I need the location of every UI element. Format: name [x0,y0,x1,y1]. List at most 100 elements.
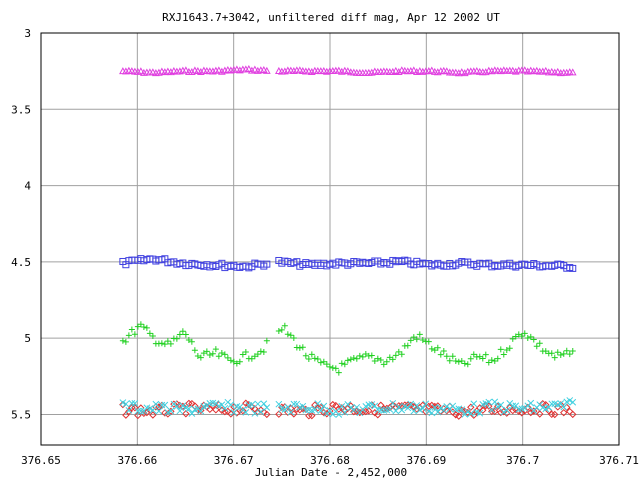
plus-point [314,355,321,362]
y-tick-label: 4 [24,180,31,193]
plus-point [443,353,450,360]
plus-point [530,336,537,343]
plus-point [569,348,576,355]
x-point [470,400,478,408]
diamond-point [479,406,487,414]
plus-point [521,330,528,337]
y-tick-label: 5 [24,332,31,345]
plus-point [440,347,447,354]
square-point [263,260,271,268]
plus-point [416,331,423,338]
x-point [227,401,235,409]
plus-point [359,353,366,360]
x-point [485,398,493,406]
plus-point [149,333,156,340]
x-point [287,408,295,416]
x-point [560,403,568,411]
x-point [158,401,166,409]
diamond-point [275,410,283,418]
x-point [173,403,181,410]
diamond-point [305,412,313,420]
plus-point [335,369,342,376]
x-point [335,411,343,418]
x-point [260,400,268,408]
diamond-point [542,401,550,409]
plus-point [275,327,282,334]
plus-point [329,364,336,371]
diamond-point [467,403,475,411]
plus-point [122,338,129,345]
grid [40,32,620,445]
diamond-point [428,401,436,410]
plus-point [494,355,501,362]
diamond-point [182,410,190,418]
x-tick-label: 376.66 [117,454,157,467]
plus-point [176,331,183,338]
plus-point [518,333,525,340]
triangle-point [442,67,451,75]
plus-point [197,354,204,361]
plus-point [119,337,126,344]
triangle-point [197,67,205,75]
diamond-point [185,399,193,408]
plus-point [434,344,441,351]
triangle-point [251,65,259,73]
plus-point [146,330,153,337]
diamond-point [488,407,496,416]
triangle-point [248,66,256,74]
plus-point [449,353,456,360]
triangle-point [394,68,403,76]
plus-point [425,338,432,345]
triangle-point [460,69,469,77]
plus-point [452,358,459,365]
plus-point [548,350,555,357]
plus-point [404,342,411,349]
plus-point [524,335,531,342]
plus-point [407,337,414,344]
diamond-point [434,402,442,410]
x-point [413,402,421,409]
diamond-point [380,405,388,413]
plus-point [551,354,558,361]
plus-point [536,340,543,347]
triangle-point [568,68,577,76]
y-tick-label: 3.5 [11,103,31,116]
x-point [275,400,283,408]
x-axis-label: Julian Date - 2,452,000 [255,466,407,479]
plus-point [392,352,399,359]
diamond-point [464,408,472,417]
plus-point [419,336,426,343]
triangle-point [245,64,253,72]
plus-point [350,354,357,361]
plus-point [311,355,318,362]
triangle-point [218,67,226,75]
plus-point [563,347,570,354]
plus-point [260,348,267,355]
triangle-point [343,67,352,75]
diamond-point [509,406,517,415]
diamond-point [134,411,142,420]
plus-point [248,355,255,362]
x-axis: 376.65 376.66 376.67 376.68 376.69 376.7 376.7… [21,454,639,467]
plus-point [380,361,387,368]
x-point [488,406,496,414]
x-point [242,409,250,416]
x-point [341,408,349,416]
triangle-point [182,66,190,74]
x-point [152,400,160,408]
plus-point [218,349,225,356]
plus-point [470,351,477,358]
x-point [137,407,145,415]
x-point [188,410,196,417]
diamond-point [518,409,526,417]
plus-point [212,346,219,353]
x-point [230,409,238,416]
plus-point [167,340,174,347]
x-point [203,402,211,409]
x-point [437,404,445,412]
x-point [467,410,475,417]
x-point [314,400,322,407]
x-point [569,398,577,406]
plus-point [125,332,132,339]
plus-point [566,351,573,358]
